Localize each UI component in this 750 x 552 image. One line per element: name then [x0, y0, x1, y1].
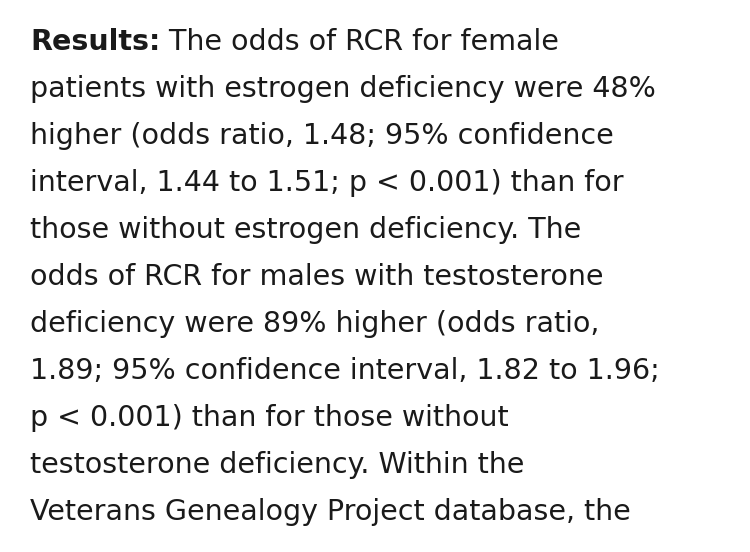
Text: patients with estrogen deficiency were 48%: patients with estrogen deficiency were 4… [30, 75, 656, 103]
Text: p < 0.001) than for those without: p < 0.001) than for those without [30, 404, 508, 432]
Text: odds of RCR for males with testosterone: odds of RCR for males with testosterone [30, 263, 604, 291]
Text: those without estrogen deficiency. The: those without estrogen deficiency. The [30, 216, 581, 244]
Text: The odds of RCR for female: The odds of RCR for female [160, 28, 559, 56]
Text: higher (odds ratio, 1.48; 95% confidence: higher (odds ratio, 1.48; 95% confidence [30, 122, 613, 150]
Text: Veterans Genealogy Project database, the: Veterans Genealogy Project database, the [30, 498, 631, 526]
Text: deficiency were 89% higher (odds ratio,: deficiency were 89% higher (odds ratio, [30, 310, 599, 338]
Text: Results:: Results: [30, 28, 160, 56]
Text: testosterone deficiency. Within the: testosterone deficiency. Within the [30, 451, 524, 479]
Text: 1.89; 95% confidence interval, 1.82 to 1.96;: 1.89; 95% confidence interval, 1.82 to 1… [30, 357, 660, 385]
Text: interval, 1.44 to 1.51; p < 0.001) than for: interval, 1.44 to 1.51; p < 0.001) than … [30, 169, 624, 197]
